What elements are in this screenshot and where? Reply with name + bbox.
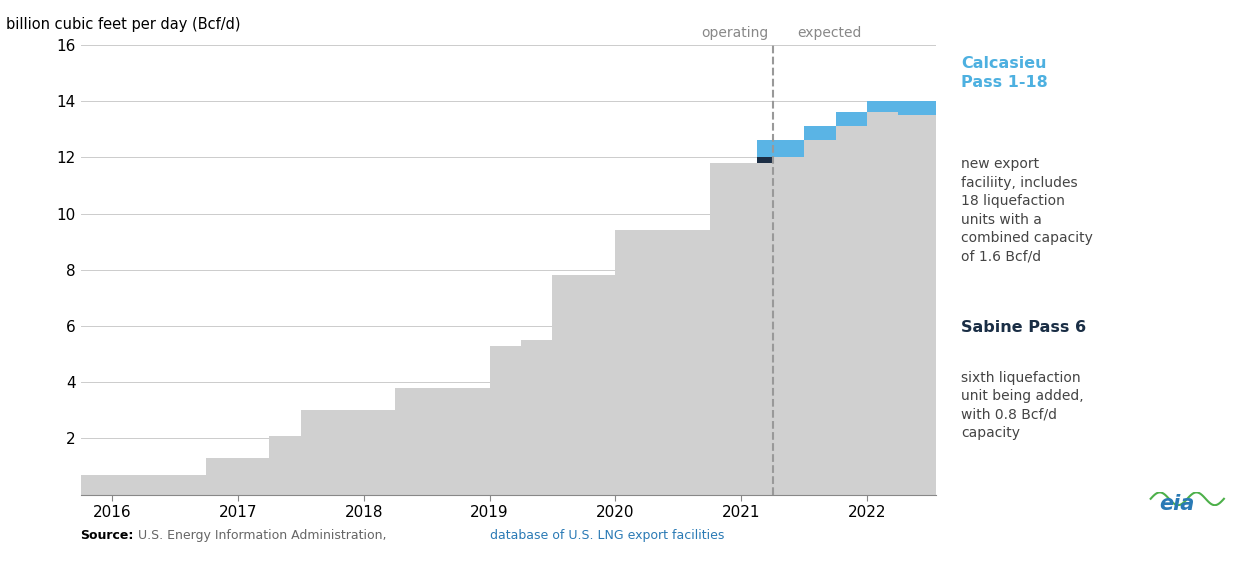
Text: expected: expected [797, 26, 862, 40]
Text: sixth liquefaction
unit being added,
with 0.8 Bcf/d
capacity: sixth liquefaction unit being added, wit… [961, 371, 1084, 440]
Text: Source:: Source: [81, 529, 134, 542]
Text: billion cubic feet per day (Bcf/d): billion cubic feet per day (Bcf/d) [6, 17, 241, 32]
Text: operating: operating [702, 26, 769, 40]
Text: eia: eia [1159, 494, 1195, 514]
Text: Calcasieu
Pass 1-18: Calcasieu Pass 1-18 [961, 56, 1048, 90]
Text: new export
faciliity, includes
18 liquefaction
units with a
combined capacity
of: new export faciliity, includes 18 liquef… [961, 157, 1092, 264]
Text: database of U.S. LNG export facilities: database of U.S. LNG export facilities [490, 529, 724, 542]
Text: Sabine Pass 6: Sabine Pass 6 [961, 320, 1086, 336]
Text: U.S. Energy Information Administration,: U.S. Energy Information Administration, [134, 529, 391, 542]
